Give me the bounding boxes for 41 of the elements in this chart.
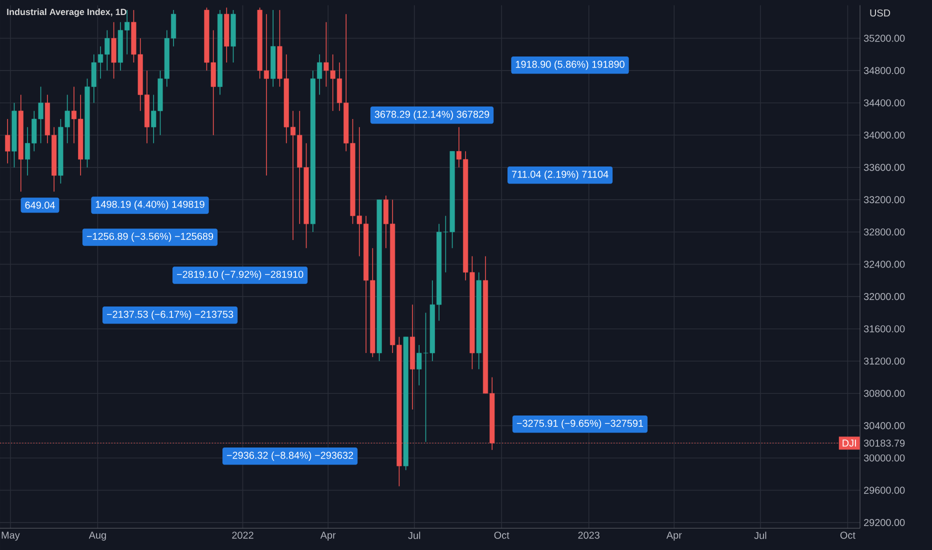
annotation: 711.04 (2.19%) 71104 <box>512 170 608 180</box>
annotation: 1498.19 (4.40%) 149819 <box>96 200 204 210</box>
x-tick-label: Apr <box>666 532 682 541</box>
y-tick-label: 34800.00 <box>864 67 905 74</box>
x-tick-label: Jul <box>408 532 420 540</box>
y-tick-label: 30800.00 <box>864 390 905 397</box>
y-tick-label: 32400.00 <box>864 260 905 268</box>
y-tick-label: 30000.00 <box>864 454 905 462</box>
annotation: 649.04 <box>25 202 55 209</box>
y-axis-title: USD <box>870 9 890 17</box>
ref-line-label: DJI <box>842 440 856 447</box>
y-tick-label: 34400.00 <box>864 99 905 106</box>
y-tick-label: 31200.00 <box>864 358 905 365</box>
y-tick-label: 29200.00 <box>864 519 905 526</box>
annotation: −2819.10 (−7.92%) −281910 <box>176 270 304 280</box>
y-tick-label: 32000.00 <box>864 293 905 300</box>
x-tick-label: May <box>2 532 20 541</box>
y-tick-label: 30183.79 <box>864 440 905 447</box>
x-tick-label: 2023 <box>578 532 600 539</box>
annotation: 3678.29 (12.14%) 367829 <box>374 110 490 120</box>
y-tick-label: 30400.00 <box>864 422 905 430</box>
x-tick-label: Oct <box>840 532 856 539</box>
annotation: −3275.91 (−9.65%) −327591 <box>516 420 644 429</box>
annotation: −1256.89 (−3.56%) −125689 <box>86 232 214 242</box>
annotation: −2137.53 (−6.17%) −213753 <box>106 310 234 320</box>
x-tick-label: Jul <box>754 532 766 540</box>
y-tick-label: 29600.00 <box>864 486 905 494</box>
annotation: −2936.32 (−8.84%) −293632 <box>226 452 354 461</box>
x-tick-label: Apr <box>320 532 336 541</box>
y-tick-label: 34000.00 <box>864 132 905 139</box>
y-tick-label: 31600.00 <box>864 325 905 332</box>
x-tick-label: Aug <box>88 532 106 541</box>
chart-title: Industrial Average Index, 1D <box>7 8 126 17</box>
x-tick-label: Oct <box>494 532 510 539</box>
y-tick-label: 35200.00 <box>864 34 905 42</box>
candlestick <box>5 118 10 164</box>
annotation: 1918.90 (5.86%) 191890 <box>516 60 624 70</box>
y-tick-label: 32800.00 <box>864 228 905 236</box>
x-tick-label: 2022 <box>232 532 254 539</box>
y-tick-label: 33200.00 <box>864 196 905 204</box>
y-tick-label: 33600.00 <box>864 164 905 171</box>
